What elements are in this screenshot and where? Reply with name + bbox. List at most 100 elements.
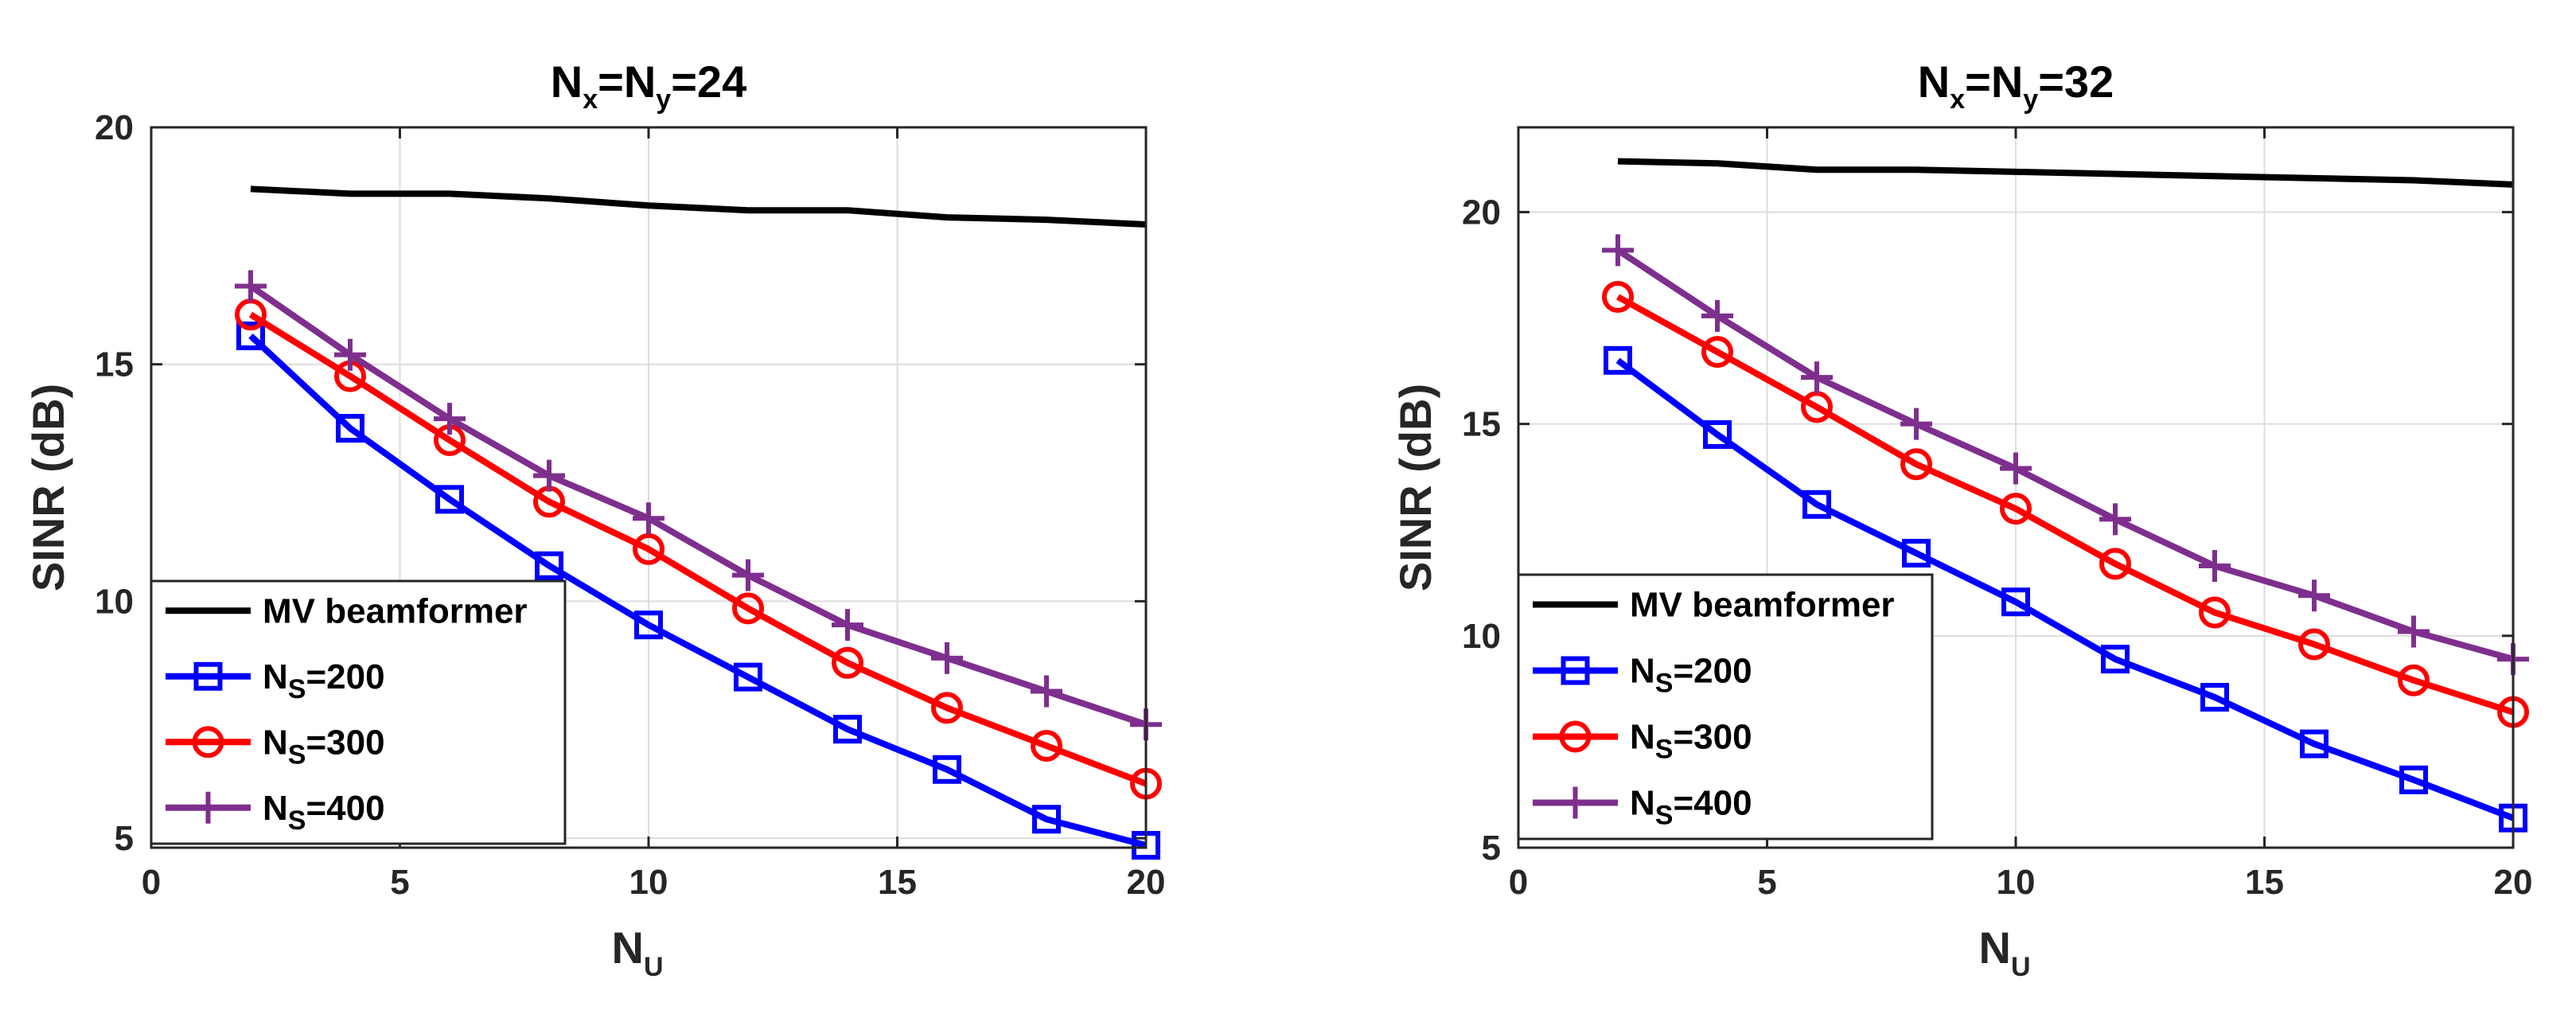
legend-box — [1517, 573, 1934, 841]
point-ns200 — [336, 414, 364, 443]
point-ns300 — [1900, 448, 1932, 481]
point-ns300 — [931, 692, 963, 724]
point-ns200 — [435, 485, 464, 514]
series-line-ns300 — [248, 311, 1148, 787]
point-ns400 — [235, 270, 267, 302]
legend-marker-plus — [192, 791, 224, 824]
series-line-ns400 — [1615, 248, 2515, 662]
title-mid: =N — [598, 57, 656, 107]
legend-marker-square — [1561, 656, 1590, 685]
legend-label-sub: S — [288, 739, 306, 770]
point-ns200 — [2001, 587, 2030, 617]
point-ns200 — [1902, 539, 1931, 568]
legend-label-tail: =300 — [1673, 718, 1752, 757]
legend-label-sub: S — [1655, 669, 1674, 699]
series-line-mv — [250, 185, 1147, 228]
legend-label-sub: S — [288, 805, 306, 836]
point-ns200 — [933, 755, 961, 784]
y-axis-label: SINR (dB) — [23, 384, 73, 591]
legend-label-ns200: NS=200 — [1630, 652, 1752, 699]
point-ns400 — [1602, 234, 1634, 267]
point-ns300 — [2099, 548, 2131, 580]
x-tick-label: 5 — [390, 863, 409, 902]
y-tick-label: 10 — [1462, 617, 1501, 656]
point-ns300 — [633, 532, 664, 565]
x-tick-label: 10 — [629, 863, 668, 902]
x-axis-label: NU — [611, 922, 663, 982]
point-ns200 — [2300, 729, 2329, 759]
title-sub2: y — [656, 84, 671, 115]
point-ns200 — [634, 610, 663, 640]
legend-label-main: N — [1630, 652, 1655, 691]
point-ns300 — [1031, 729, 1062, 762]
x-axis-label: NU — [1978, 922, 2030, 982]
point-ns400 — [1801, 361, 1833, 394]
x-tick-label: 5 — [1757, 863, 1776, 902]
y-tick-label: 15 — [95, 345, 134, 384]
x-tick-label: 15 — [2245, 863, 2284, 902]
legend-label-main: N — [1630, 718, 1655, 757]
title-sub2: y — [2023, 84, 2038, 115]
point-ns200 — [833, 715, 862, 744]
legend-label-tail: =400 — [306, 789, 384, 828]
point-ns300 — [1602, 280, 1634, 313]
point-ns300 — [1801, 391, 1833, 423]
legend-box — [150, 579, 567, 845]
point-ns300 — [2298, 628, 2330, 661]
x-tick-label: 0 — [1509, 863, 1528, 902]
point-ns300 — [2199, 596, 2231, 629]
legend-marker-square — [193, 661, 223, 691]
legend-label-main: MV beamformer — [263, 591, 528, 630]
legend-label-main: N — [1630, 784, 1655, 823]
point-ns300 — [1701, 336, 1733, 369]
point-ns400 — [334, 338, 366, 371]
series-line-mv — [1617, 158, 2514, 188]
x-tick-label: 15 — [878, 863, 917, 902]
legend-label-main: N — [263, 723, 288, 762]
chart-title: Nx=Ny=32 — [1918, 57, 2114, 115]
y-tick-label: 15 — [1462, 405, 1501, 444]
title-tail: =32 — [2038, 57, 2114, 107]
y-tick-label: 20 — [1462, 193, 1501, 232]
series-line-ns300 — [1616, 294, 2515, 716]
legend-label-tail: =300 — [306, 723, 384, 762]
point-ns200 — [2200, 683, 2229, 712]
x-axis-label-main: N — [611, 922, 643, 973]
point-ns400 — [2298, 579, 2330, 612]
point-ns400 — [2199, 549, 2231, 582]
point-ns400 — [1031, 675, 1062, 708]
point-ns200 — [1604, 345, 1632, 375]
x-tick-label: 20 — [1127, 863, 1166, 902]
point-ns400 — [931, 642, 963, 674]
legend-marker-circle — [192, 726, 224, 759]
point-ns300 — [2000, 493, 2032, 525]
series-line-ns200 — [1615, 357, 2515, 821]
y-tick-label: 5 — [1482, 829, 1501, 868]
point-ns400 — [434, 403, 466, 435]
legend-label-main: N — [263, 657, 288, 696]
point-ns200 — [2399, 765, 2428, 794]
legend-label-ns200: NS=200 — [263, 657, 385, 704]
x-tick-label: 20 — [2494, 863, 2533, 902]
point-ns200 — [535, 551, 563, 580]
point-ns200 — [1703, 419, 1732, 449]
legend-marker-circle — [1559, 720, 1592, 753]
title-mid: =N — [1965, 57, 2023, 107]
point-ns200 — [1802, 489, 1831, 519]
title-sub1: x — [583, 84, 598, 115]
series-line-ns200 — [248, 333, 1148, 848]
legend-label-ns300: NS=300 — [1630, 718, 1752, 765]
legend-label-main: N — [263, 789, 288, 828]
legend-label-mv: MV beamformer — [1630, 586, 1895, 625]
legend-label-sub: S — [1655, 735, 1674, 765]
point-ns400 — [533, 459, 565, 492]
chart-title: Nx=Ny=24 — [551, 57, 746, 115]
point-ns200 — [1032, 805, 1061, 834]
title-sub1: x — [1950, 84, 1965, 115]
x-axis-label-sub: U — [2011, 952, 2031, 982]
title-tail: =24 — [671, 57, 746, 107]
series-line-ns400 — [248, 283, 1148, 727]
point-ns400 — [2398, 615, 2430, 648]
